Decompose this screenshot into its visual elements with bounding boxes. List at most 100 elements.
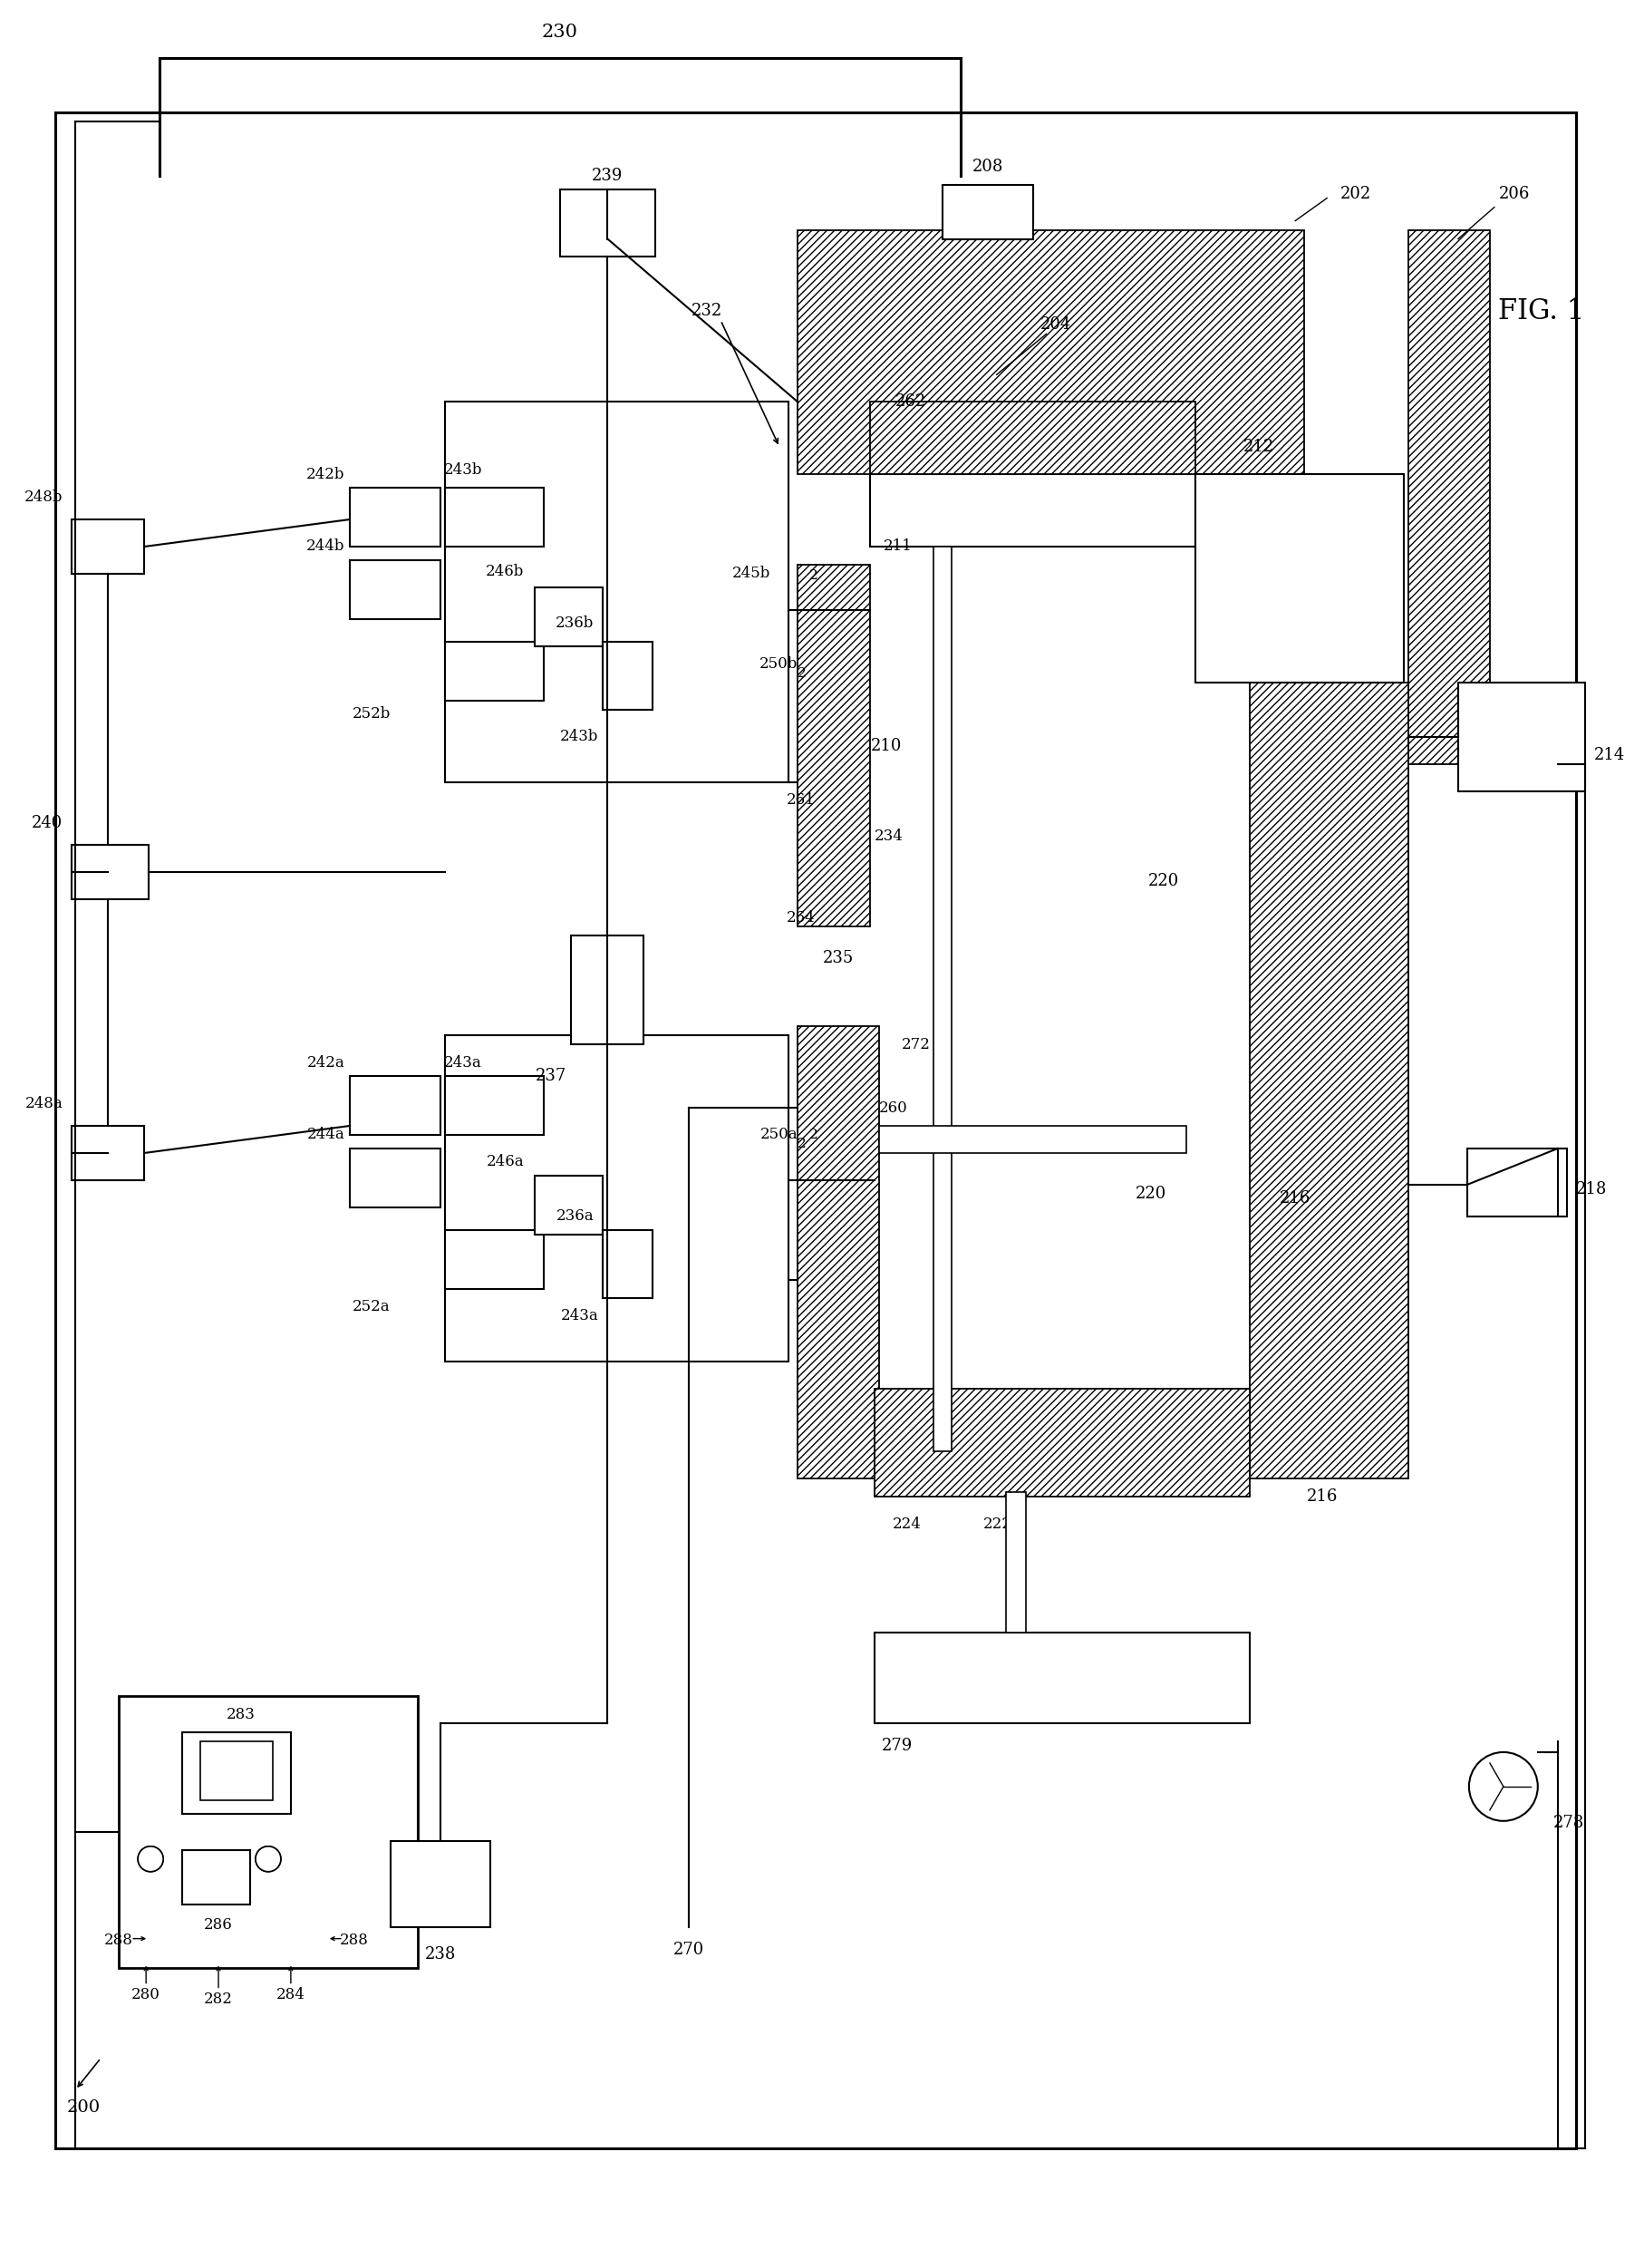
Bar <box>875 1388 1249 1497</box>
Bar <box>1458 683 1585 792</box>
Text: 261: 261 <box>787 792 815 807</box>
Text: 250a: 250a <box>760 1127 797 1143</box>
Bar <box>572 937 644 1043</box>
Text: 248b: 248b <box>25 490 62 503</box>
Text: 284: 284 <box>276 1987 306 2003</box>
Circle shape <box>1470 1753 1537 1821</box>
Text: 236a: 236a <box>556 1209 593 1225</box>
Text: 211: 211 <box>883 540 912 553</box>
Bar <box>182 1851 250 1905</box>
Text: 216: 216 <box>1279 1191 1310 1207</box>
Text: 243b: 243b <box>561 728 598 744</box>
Bar <box>444 488 544 547</box>
Text: 246b: 246b <box>487 565 524 581</box>
Text: 288: 288 <box>340 1932 368 1948</box>
Text: 200: 200 <box>66 2100 100 2116</box>
Text: 236b: 236b <box>556 617 593 631</box>
Bar <box>72 846 148 900</box>
Text: 248a: 248a <box>25 1095 62 1111</box>
Text: 224: 224 <box>893 1517 922 1531</box>
Bar <box>870 401 1195 474</box>
Text: 242b: 242b <box>306 467 345 481</box>
Text: 245b: 245b <box>732 567 771 581</box>
Circle shape <box>255 1846 281 1871</box>
Bar <box>603 1229 653 1297</box>
Bar <box>942 184 1032 238</box>
Text: 218: 218 <box>1577 1182 1606 1198</box>
Text: 2: 2 <box>797 667 807 680</box>
Bar <box>444 1075 544 1134</box>
Text: 264: 264 <box>787 909 815 925</box>
Text: 244a: 244a <box>307 1127 345 1143</box>
Text: 282: 282 <box>204 1991 233 2007</box>
Text: 210: 210 <box>870 737 901 753</box>
Text: 246a: 246a <box>487 1154 524 1170</box>
Text: 243a: 243a <box>444 1055 482 1070</box>
Text: 244b: 244b <box>306 540 345 553</box>
Bar <box>536 1175 603 1234</box>
Text: 270: 270 <box>674 1941 705 1957</box>
Bar <box>561 188 656 256</box>
Bar <box>444 1036 789 1361</box>
Text: 206: 206 <box>1499 186 1531 202</box>
Text: 262: 262 <box>896 395 926 411</box>
Text: FIG. 1: FIG. 1 <box>1498 297 1585 324</box>
Bar <box>1409 229 1489 764</box>
Bar <box>350 1075 441 1134</box>
Text: 239: 239 <box>592 168 623 184</box>
Bar <box>444 401 789 782</box>
Bar <box>444 1229 544 1288</box>
Bar <box>182 1733 291 1814</box>
Text: 288: 288 <box>105 1932 133 1948</box>
Bar <box>350 1148 441 1207</box>
Circle shape <box>138 1846 163 1871</box>
Text: 235: 235 <box>822 950 853 966</box>
Text: 280: 280 <box>132 1987 161 2003</box>
Text: 220: 220 <box>1149 873 1180 889</box>
Bar <box>797 229 1304 474</box>
Text: 240: 240 <box>31 814 62 830</box>
Bar <box>797 1027 880 1479</box>
Bar <box>870 474 1195 547</box>
Bar <box>56 111 1577 2148</box>
Text: 202: 202 <box>1340 186 1371 202</box>
Circle shape <box>138 1846 163 1871</box>
Text: 252b: 252b <box>352 705 390 721</box>
Bar <box>1466 1148 1567 1216</box>
Bar <box>1195 474 1404 683</box>
Text: 283: 283 <box>227 1706 255 1721</box>
Bar <box>72 519 145 574</box>
Bar <box>72 1125 145 1179</box>
Bar <box>880 1125 1187 1152</box>
Bar <box>201 1742 273 1801</box>
Text: 243b: 243b <box>444 463 482 476</box>
Text: 272: 272 <box>901 1036 931 1052</box>
Text: 222: 222 <box>983 1517 1013 1531</box>
Text: 243a: 243a <box>561 1309 598 1325</box>
Text: 250b: 250b <box>760 655 797 671</box>
Bar <box>444 642 544 701</box>
Text: 212: 212 <box>1243 440 1274 456</box>
Circle shape <box>255 1846 281 1871</box>
Bar <box>875 1633 1249 1724</box>
Text: 237: 237 <box>536 1068 567 1084</box>
Text: 208: 208 <box>972 159 1003 175</box>
Text: 2: 2 <box>809 569 819 583</box>
Text: 260: 260 <box>880 1100 907 1116</box>
Text: 242a: 242a <box>307 1055 345 1070</box>
Bar <box>934 547 952 1452</box>
Bar <box>350 560 441 619</box>
Text: 234: 234 <box>875 828 903 844</box>
Bar <box>390 1842 490 1928</box>
Bar <box>603 642 653 710</box>
Bar <box>797 565 870 928</box>
Text: 230: 230 <box>541 25 577 41</box>
Text: 2: 2 <box>797 1139 807 1150</box>
Text: 238: 238 <box>424 1946 455 1962</box>
Text: 220: 220 <box>1134 1186 1166 1202</box>
Text: 252a: 252a <box>353 1300 390 1315</box>
Text: 266: 266 <box>996 1642 1024 1658</box>
Text: 204: 204 <box>1041 318 1070 333</box>
Text: 286: 286 <box>204 1916 233 1932</box>
Bar <box>350 488 441 547</box>
